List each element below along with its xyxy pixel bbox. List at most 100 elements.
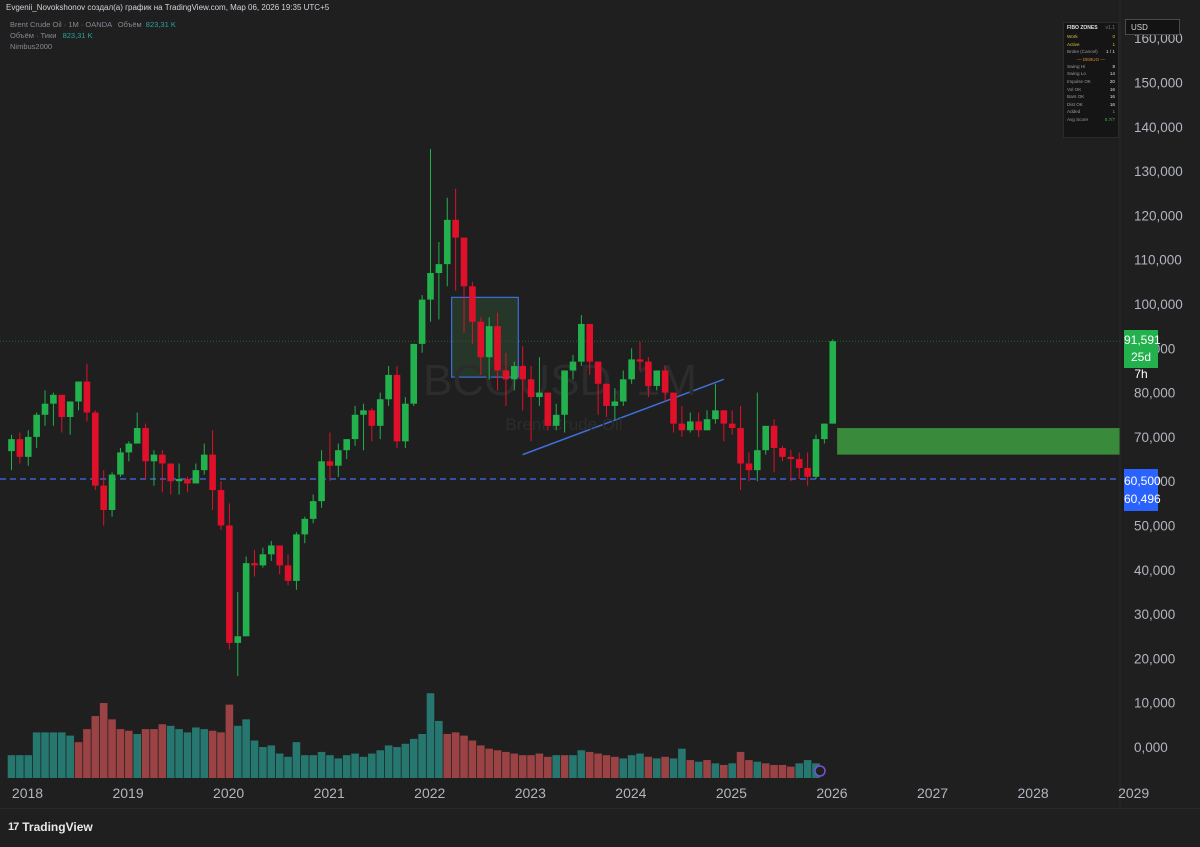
volume-bar bbox=[16, 755, 24, 778]
volume-bar bbox=[476, 745, 485, 778]
candle-body bbox=[443, 219, 451, 265]
volume-bar bbox=[74, 742, 83, 778]
x-tick-label: 2024 bbox=[615, 785, 646, 801]
tradingview-brand: TradingView bbox=[22, 820, 93, 834]
candle-body bbox=[33, 414, 40, 437]
candle-body bbox=[326, 461, 334, 466]
currency-button[interactable]: USD bbox=[1125, 19, 1180, 35]
y-tick-label: 120,000 bbox=[1134, 208, 1183, 223]
volume-bar bbox=[376, 750, 385, 778]
chart-caption: Evgenii_Novokshonov создал(а) график на … bbox=[6, 3, 330, 12]
indicator-legend[interactable]: Nimbus2000 bbox=[10, 42, 53, 51]
volume-bar bbox=[795, 763, 804, 778]
volume-label: Объём bbox=[117, 20, 142, 29]
x-tick-label: 2018 bbox=[12, 785, 43, 801]
candle bbox=[226, 503, 233, 650]
candle bbox=[309, 494, 317, 524]
symbol-legend[interactable]: Brent Crude Oil · 1M · OANDA Объём 823,3… bbox=[10, 20, 176, 29]
candle-body bbox=[661, 370, 669, 393]
candle bbox=[343, 439, 350, 460]
x-tick-label: 2019 bbox=[112, 785, 143, 801]
fibo-debug-row: Bars OK 16 bbox=[1067, 93, 1115, 101]
volume-bar bbox=[426, 693, 435, 778]
candle-body bbox=[410, 343, 418, 404]
candle bbox=[33, 412, 40, 448]
fibo-debug-key: Dist OK bbox=[1067, 101, 1083, 107]
candle-body bbox=[385, 374, 392, 400]
volume-bar bbox=[418, 733, 426, 778]
volume-bar bbox=[619, 758, 628, 778]
candle bbox=[175, 463, 183, 495]
candle-body bbox=[301, 518, 309, 535]
volume-bar bbox=[736, 751, 745, 778]
volume-bar bbox=[552, 755, 560, 778]
y-tick-label: 130,000 bbox=[1134, 164, 1183, 179]
volume-bar bbox=[510, 753, 519, 778]
candle-body bbox=[494, 326, 501, 371]
fibo-debug-value: 16 bbox=[1109, 101, 1115, 107]
bolt-icon bbox=[814, 765, 826, 777]
volume-bar bbox=[694, 761, 703, 778]
fibo-stat-value: 1 / 1 bbox=[1106, 49, 1115, 55]
candle-body bbox=[200, 454, 208, 471]
fibo-debug-value: 8 bbox=[1112, 63, 1115, 69]
volume-bar bbox=[577, 750, 586, 778]
candle bbox=[619, 370, 627, 406]
candle-body bbox=[335, 450, 342, 466]
candle-body bbox=[125, 443, 133, 453]
candle bbox=[728, 410, 736, 435]
candle bbox=[670, 392, 677, 433]
volume-bar bbox=[166, 725, 175, 778]
volume-bar bbox=[57, 732, 66, 778]
candle bbox=[770, 419, 778, 473]
candle bbox=[452, 188, 459, 291]
candle bbox=[628, 348, 635, 384]
candle bbox=[100, 470, 107, 526]
candle bbox=[578, 315, 585, 367]
candle-body bbox=[502, 370, 510, 380]
fibo-debug-value: 5.7/7 bbox=[1104, 116, 1115, 122]
candle-body bbox=[150, 454, 158, 462]
volume-bar bbox=[141, 729, 150, 778]
volume-bar bbox=[200, 729, 209, 778]
candle bbox=[209, 430, 216, 511]
candle bbox=[636, 341, 644, 371]
x-tick-label: 2027 bbox=[917, 785, 948, 801]
candle-body bbox=[795, 459, 803, 468]
candle bbox=[469, 281, 476, 344]
fibo-debug-row: Swing Lo 14 bbox=[1067, 70, 1115, 78]
volume-bar bbox=[368, 753, 376, 778]
candle bbox=[184, 476, 191, 493]
candle bbox=[460, 237, 468, 333]
candle-body bbox=[58, 394, 66, 417]
volume-bar bbox=[451, 732, 460, 778]
candle bbox=[41, 390, 49, 426]
candle-body bbox=[435, 264, 443, 274]
volume-bar bbox=[703, 760, 711, 778]
candle bbox=[829, 339, 837, 424]
x-tick-label: 2022 bbox=[414, 785, 445, 801]
fibo-debug-key: Swing Hi bbox=[1067, 63, 1086, 69]
candle bbox=[125, 441, 133, 462]
candle-body bbox=[485, 326, 493, 358]
tradingview-logo[interactable]: 17 TradingView bbox=[8, 820, 93, 834]
candle-body bbox=[779, 447, 786, 457]
candle-body bbox=[427, 273, 434, 300]
candle bbox=[821, 423, 828, 444]
volume-bar bbox=[326, 755, 334, 778]
candle-body bbox=[351, 414, 359, 440]
volume-legend[interactable]: Объём · Тики 823,31 K bbox=[10, 31, 93, 40]
volume-bar bbox=[770, 764, 778, 778]
volume-bar bbox=[493, 750, 502, 778]
y-tick-label: 140,000 bbox=[1134, 120, 1183, 135]
candle bbox=[544, 392, 552, 431]
candle bbox=[192, 463, 200, 484]
candle bbox=[8, 434, 15, 471]
volume-bar bbox=[669, 758, 678, 778]
candle-body bbox=[762, 425, 769, 451]
candle-body bbox=[527, 379, 535, 398]
candle-body bbox=[578, 323, 585, 362]
y-tick-label: 150,000 bbox=[1134, 76, 1183, 91]
volume-bar bbox=[585, 751, 594, 778]
